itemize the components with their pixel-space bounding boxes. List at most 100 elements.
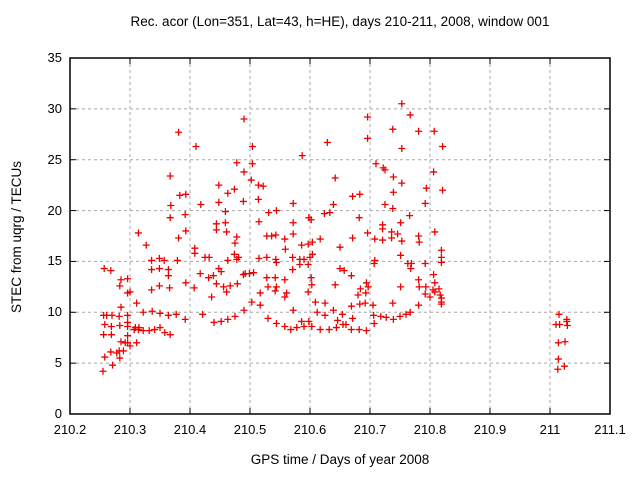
- data-point-marker: [340, 267, 348, 275]
- data-point-marker: [192, 142, 200, 150]
- data-point-marker: [389, 205, 397, 213]
- data-point-marker: [364, 229, 372, 237]
- data-point-marker: [415, 238, 423, 246]
- data-point-marker: [233, 159, 241, 167]
- data-point-marker: [156, 324, 164, 332]
- data-point-marker: [426, 293, 434, 301]
- data-point-marker: [311, 298, 319, 306]
- data-point-marker: [117, 338, 125, 346]
- data-point-marker: [389, 173, 397, 181]
- data-point-marker: [164, 311, 172, 319]
- data-point-marker: [166, 331, 174, 339]
- x-tick-label: 211: [539, 422, 561, 437]
- data-point-marker: [133, 339, 141, 347]
- data-point-marker: [231, 312, 239, 320]
- data-point-marker: [429, 286, 437, 294]
- data-point-marker: [139, 308, 147, 316]
- data-point-marker: [289, 306, 297, 314]
- data-point-marker: [422, 184, 430, 192]
- data-point-marker: [362, 327, 370, 335]
- data-point-marker: [421, 290, 429, 298]
- data-point-marker: [289, 266, 297, 274]
- data-point-marker: [397, 283, 405, 291]
- data-point-marker: [124, 332, 132, 340]
- data-point-marker: [264, 283, 272, 291]
- data-point-marker: [332, 324, 340, 332]
- data-point-marker: [406, 212, 414, 220]
- x-tick-label: 210.3: [113, 422, 147, 437]
- data-point-marker: [240, 306, 248, 314]
- data-point-marker: [124, 275, 132, 283]
- data-point-marker: [436, 291, 444, 299]
- data-point-marker: [182, 227, 190, 235]
- data-point-marker: [256, 301, 264, 309]
- data-point-marker: [248, 142, 256, 150]
- data-point-marker: [148, 256, 156, 264]
- data-point-marker: [561, 338, 569, 346]
- data-point-marker: [212, 280, 220, 288]
- x-tick-label: 210.8: [413, 422, 447, 437]
- data-point-marker: [336, 265, 344, 273]
- data-point-marker: [181, 315, 189, 323]
- data-point-marker: [355, 326, 363, 334]
- data-point-marker: [364, 283, 372, 291]
- data-point-marker: [369, 301, 377, 309]
- data-point-marker: [308, 281, 316, 289]
- data-point-marker: [224, 256, 232, 264]
- data-point-marker: [117, 276, 125, 284]
- data-point-marker: [272, 231, 280, 239]
- data-point-marker: [271, 287, 279, 295]
- data-point-marker: [166, 172, 174, 180]
- data-point-marker: [406, 308, 414, 316]
- data-point-marker: [331, 281, 339, 289]
- data-point-marker: [240, 115, 248, 123]
- data-point-marker: [230, 185, 238, 193]
- data-point-marker: [307, 274, 315, 282]
- data-point-marker: [364, 134, 372, 142]
- data-point-marker: [221, 208, 229, 216]
- data-point-marker: [397, 251, 405, 259]
- data-point-marker: [389, 315, 397, 323]
- data-point-marker: [167, 201, 175, 209]
- data-point-marker: [255, 218, 263, 226]
- y-tick-label: 0: [54, 406, 62, 421]
- data-point-marker: [439, 186, 447, 194]
- data-point-marker: [271, 274, 279, 282]
- data-point-marker: [181, 211, 189, 219]
- data-point-marker: [555, 310, 563, 318]
- data-point-marker: [439, 142, 447, 150]
- data-point-marker: [398, 145, 406, 153]
- data-point-marker: [289, 219, 297, 227]
- data-point-marker: [325, 326, 333, 334]
- data-point-marker: [394, 230, 402, 238]
- data-point-marker: [379, 225, 387, 233]
- data-point-marker: [437, 246, 445, 254]
- data-point-marker: [388, 228, 396, 236]
- data-point-marker: [389, 125, 397, 133]
- data-point-marker: [126, 288, 134, 296]
- data-point-marker: [217, 317, 225, 325]
- data-point-marker: [431, 279, 439, 287]
- data-point-marker: [289, 253, 297, 261]
- data-point-marker: [148, 286, 156, 294]
- data-point-marker: [293, 324, 301, 332]
- data-point-marker: [382, 313, 390, 321]
- data-point-marker: [430, 168, 438, 176]
- data-point-marker: [372, 160, 380, 168]
- data-point-marker: [300, 323, 308, 331]
- data-point-marker: [223, 228, 231, 236]
- data-point-marker: [107, 267, 115, 275]
- data-point-marker: [308, 323, 316, 331]
- data-point-marker: [334, 316, 342, 324]
- data-point-marker: [272, 258, 280, 266]
- data-point-marker: [235, 253, 243, 261]
- data-point-marker: [406, 111, 414, 119]
- data-point-marker: [415, 301, 423, 309]
- data-point-marker: [307, 216, 315, 224]
- data-point-marker: [210, 318, 218, 326]
- data-point-marker: [255, 254, 263, 262]
- data-point-marker: [415, 276, 423, 284]
- data-point-marker: [101, 353, 109, 361]
- data-point-marker: [396, 312, 404, 320]
